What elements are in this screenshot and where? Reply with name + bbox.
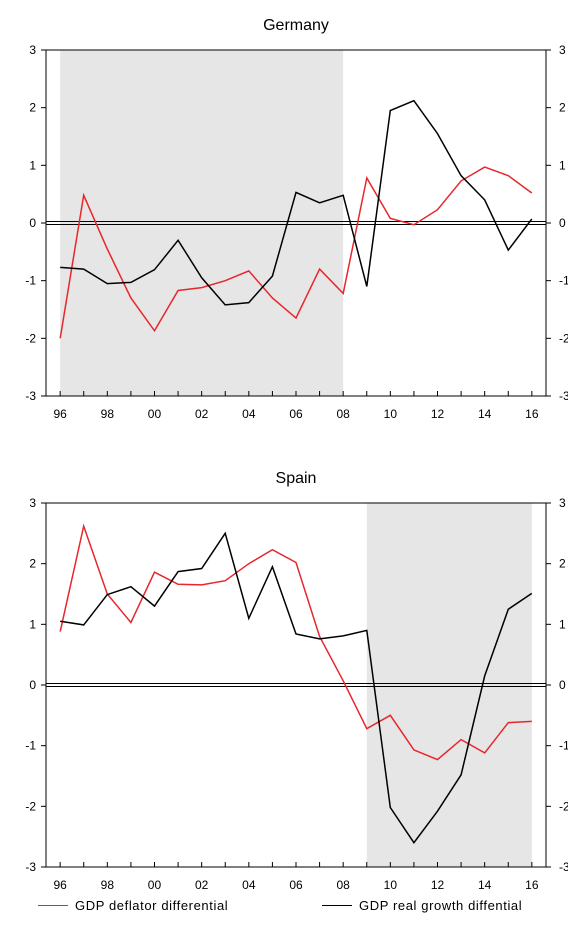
panel-0-ytick-label-right-3: 0 xyxy=(559,216,566,230)
panel-0-ytick-label-left-3: 0 xyxy=(29,216,36,230)
panel-0-title: Germany xyxy=(263,17,329,34)
panel-0-xtick-label-6: 08 xyxy=(336,407,350,421)
panel-1-ytick-label-left-5: 2 xyxy=(29,557,36,571)
panel-1-ytick-label-left-2: -1 xyxy=(25,739,36,753)
panel-0-ytick-label-right-1: -2 xyxy=(559,331,568,345)
panel-0-ytick-label-right-2: -1 xyxy=(559,274,568,288)
panel-1-xtick-label-1: 98 xyxy=(101,878,115,892)
panel-1-xtick-label-5: 06 xyxy=(289,878,303,892)
legend-deflator-label: GDP deflator differential xyxy=(75,898,229,913)
panel-1-title: Spain xyxy=(276,470,317,487)
panel-1-ytick-label-right-5: 2 xyxy=(559,557,566,571)
panel-0-ytick-label-right-4: 1 xyxy=(559,158,566,172)
panel-0-ytick-label-left-4: 1 xyxy=(29,158,36,172)
panel-1-ytick-label-right-0: -3 xyxy=(559,860,568,874)
panel-1-shaded-region xyxy=(366,503,532,867)
panel-1-series-deflator-line xyxy=(59,523,532,761)
panel-1-ytick-label-left-3: 0 xyxy=(29,678,36,692)
panel-0-xtick-label-1: 98 xyxy=(101,407,115,421)
panel-0-ytick-label-left-5: 2 xyxy=(29,101,36,115)
spain-panel: -3 -3-2 -2-1 -10 01 12 23 396 98 00 02 04 06 08 10 12 14… xyxy=(25,470,568,892)
panel-1-xtick-label-9: 14 xyxy=(478,878,492,892)
panel-0-xtick-label-9: 14 xyxy=(478,407,492,421)
panel-0-xtick-label-8: 12 xyxy=(431,407,445,421)
legend-item-deflator: GDP deflator differential xyxy=(38,898,228,913)
panel-1-xtick-label-2: 00 xyxy=(148,878,162,892)
panel-1-xtick-label-8: 12 xyxy=(431,878,445,892)
panel-0-ytick-label-right-5: 2 xyxy=(559,101,566,115)
panel-0-series-deflator-line xyxy=(59,166,533,339)
panel-1-ytick-label-left-0: -3 xyxy=(25,860,36,874)
panel-1-xtick-label-6: 08 xyxy=(336,878,350,892)
panel-1-ytick-label-right-3: 0 xyxy=(559,678,566,692)
panel-0-xtick-label-10: 16 xyxy=(525,407,539,421)
legend-item-growth: GDP real growth diffential xyxy=(322,898,522,913)
panel-1-ytick-label-right-6: 3 xyxy=(559,496,566,510)
panel-1-series-growth-line xyxy=(60,531,533,844)
panel-1-ytick-label-right-4: 1 xyxy=(559,617,566,631)
legend: GDP deflator differential GDP real growt… xyxy=(0,898,568,928)
panel-1-ytick-label-left-4: 1 xyxy=(29,617,36,631)
panel-1-xtick-label-3: 02 xyxy=(195,878,209,892)
panel-0-shaded-region xyxy=(60,50,344,396)
panel-1-xtick-label-10: 16 xyxy=(525,878,539,892)
germany-panel: -3 -3-2 -2-1 -10 01 12 23 396 98 00 02 04 06 08 10 12 14… xyxy=(25,17,568,421)
panel-0-ytick-label-left-6: 3 xyxy=(29,43,36,57)
panel-0-ytick-label-left-1: -2 xyxy=(25,331,36,345)
panel-1-ytick-label-left-1: -2 xyxy=(25,799,36,813)
panel-0-xtick-label-7: 10 xyxy=(384,407,398,421)
panel-1-ytick-label-right-1: -2 xyxy=(559,799,568,813)
panel-0-ytick-label-right-6: 3 xyxy=(559,43,566,57)
legend-growth-swatch xyxy=(322,905,352,906)
panel-0-ytick-label-left-0: -3 xyxy=(25,389,36,403)
panel-0-series-growth-line xyxy=(60,99,533,306)
panel-1-ytick-label-right-2: -1 xyxy=(559,739,568,753)
panel-0-ytick-label-left-2: -1 xyxy=(25,274,36,288)
panel-0-xtick-label-2: 00 xyxy=(148,407,162,421)
panel-1-xtick-label-0: 96 xyxy=(53,878,67,892)
panel-1-xtick-label-7: 10 xyxy=(384,878,398,892)
panel-1-xtick-label-4: 04 xyxy=(242,878,256,892)
panel-0-xtick-label-4: 04 xyxy=(242,407,256,421)
legend-deflator-swatch xyxy=(38,905,68,906)
panel-0-xtick-label-3: 02 xyxy=(195,407,209,421)
panel-0-xtick-label-0: 96 xyxy=(53,407,67,421)
legend-growth-label: GDP real growth diffential xyxy=(359,898,523,913)
panel-0-xtick-label-5: 06 xyxy=(289,407,303,421)
panel-1-ytick-label-left-6: 3 xyxy=(29,496,36,510)
panel-0-ytick-label-right-0: -3 xyxy=(559,389,568,403)
